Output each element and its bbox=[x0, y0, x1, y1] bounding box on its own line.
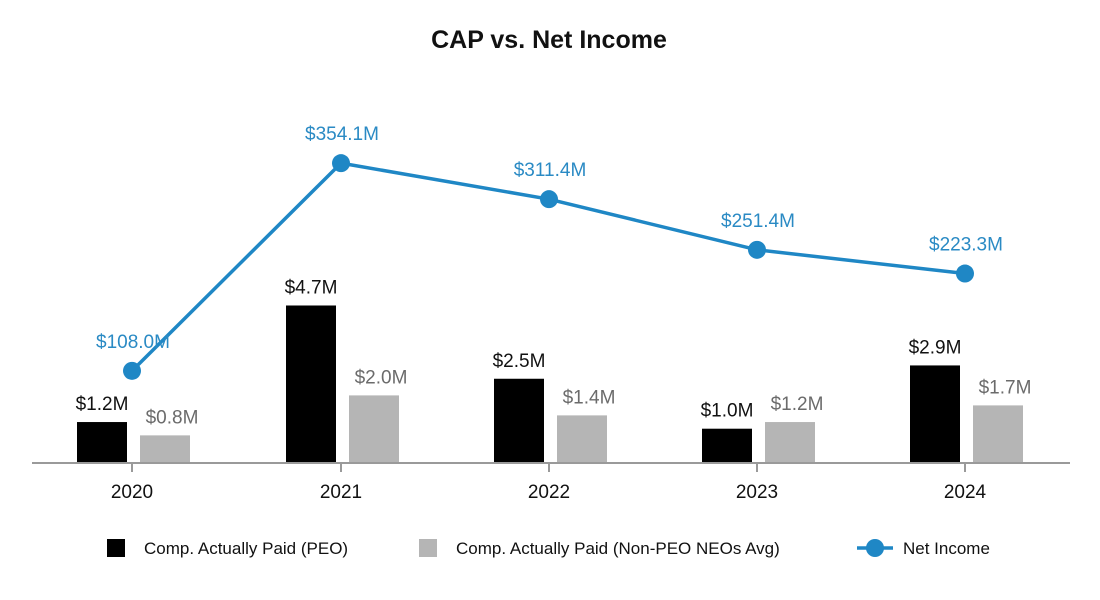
net-income-line-layer bbox=[123, 154, 974, 380]
label-net-income-2024: $223.3M bbox=[929, 235, 1003, 256]
label-net-income-2021: $354.1M bbox=[305, 124, 379, 145]
label-non-peo-2021: $2.0M bbox=[355, 367, 408, 388]
net-income-point-2022 bbox=[540, 190, 558, 209]
bar-non-peo-2020 bbox=[140, 435, 190, 462]
legend-swatch-peo bbox=[107, 539, 125, 557]
x-tick-label-2021: 2021 bbox=[320, 482, 362, 503]
legend-label-non-peo: Comp. Actually Paid (Non-PEO NEOs Avg) bbox=[456, 539, 780, 558]
net-income-point-2020 bbox=[123, 361, 141, 380]
bar-peo-2023 bbox=[702, 428, 752, 462]
label-net-income-2022: $311.4M bbox=[514, 160, 587, 181]
net-income-point-2023 bbox=[748, 240, 766, 259]
data-labels-layer: $1.2M $0.8M $4.7M $2.0M $2.5M $1.4M $1.0M $1.2M… bbox=[76, 124, 1032, 428]
bar-non-peo-2023 bbox=[765, 422, 815, 462]
legend: Comp. Actually Paid (PEO) Comp. Actually … bbox=[107, 539, 990, 558]
label-non-peo-2020: $0.8M bbox=[146, 407, 199, 428]
label-non-peo-2023: $1.2M bbox=[771, 394, 824, 415]
label-peo-2020: $1.2M bbox=[76, 394, 129, 415]
x-axis-ticks: 2020 2021 2022 2023 2024 bbox=[111, 463, 987, 503]
legend-swatch-net-income-dot bbox=[866, 539, 884, 557]
chart-title: CAP vs. Net Income bbox=[431, 26, 667, 54]
label-peo-2021: $4.7M bbox=[285, 277, 338, 298]
bar-peo-2024 bbox=[910, 365, 960, 462]
net-income-point-2024 bbox=[956, 264, 974, 283]
bar-peo-2022 bbox=[494, 378, 544, 462]
legend-swatch-non-peo bbox=[419, 539, 437, 557]
net-income-point-2021 bbox=[332, 154, 350, 173]
x-tick-label-2022: 2022 bbox=[528, 482, 570, 503]
label-peo-2024: $2.9M bbox=[909, 337, 962, 358]
label-non-peo-2024: $1.7M bbox=[979, 377, 1032, 398]
bar-non-peo-2024 bbox=[973, 405, 1023, 462]
x-tick-label-2020: 2020 bbox=[111, 482, 153, 503]
bar-peo-2021 bbox=[286, 305, 336, 462]
label-net-income-2020: $108.0M bbox=[96, 332, 170, 353]
label-peo-2022: $2.5M bbox=[493, 351, 546, 372]
bar-non-peo-2022 bbox=[557, 415, 607, 462]
x-tick-label-2024: 2024 bbox=[944, 482, 987, 503]
bar-non-peo-2021 bbox=[349, 395, 399, 462]
x-tick-label-2023: 2023 bbox=[736, 482, 778, 503]
label-non-peo-2022: $1.4M bbox=[563, 387, 616, 408]
legend-label-net-income: Net Income bbox=[903, 539, 990, 558]
label-net-income-2023: $251.4M bbox=[721, 211, 795, 232]
label-peo-2023: $1.0M bbox=[701, 401, 754, 422]
bar-peo-2020 bbox=[77, 422, 127, 462]
bars-layer bbox=[77, 305, 1023, 462]
legend-label-peo: Comp. Actually Paid (PEO) bbox=[144, 539, 348, 558]
